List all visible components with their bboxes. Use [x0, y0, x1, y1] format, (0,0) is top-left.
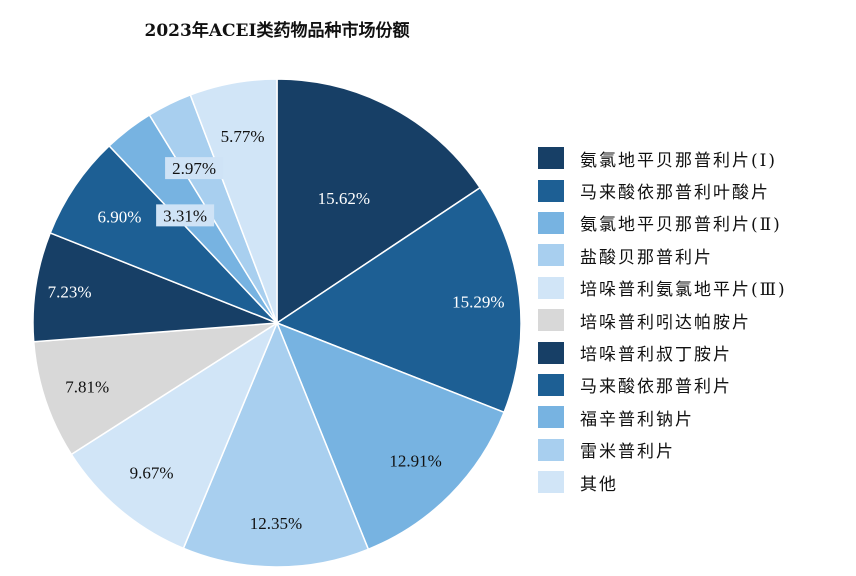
pie-slice-4	[182, 321, 370, 568]
legend-swatch-3	[538, 211, 564, 234]
legend-item-5: 培哚普利氨氯地平片(Ⅲ)	[538, 272, 838, 304]
legend-label-9: 福辛普利钠片	[580, 409, 694, 430]
legend-item-8: 马来酸依那普利片	[538, 369, 838, 401]
legend-label-2: 马来酸依那普利叶酸片	[580, 183, 770, 204]
pie-data-label-box-9	[156, 204, 215, 227]
pie-slice-8	[49, 144, 278, 324]
legend-swatch-8	[538, 373, 564, 396]
legend-label-11: 其他	[580, 474, 618, 495]
legend-swatch-5	[538, 276, 564, 299]
legend-swatch-2	[538, 179, 564, 202]
legend-label-4: 盐酸贝那普利片	[580, 247, 713, 268]
legend-label-8: 马来酸依那普利片	[580, 377, 732, 398]
legend-swatch-11	[538, 471, 564, 494]
legend-swatch-6	[538, 309, 564, 332]
pie-data-label-9: 3.31%	[163, 206, 207, 225]
pie-slice-2	[275, 186, 522, 414]
legend-label-1: 氨氯地平贝那普利片(Ⅰ)	[580, 150, 777, 171]
pie-data-label-2: 15.29%	[452, 292, 504, 311]
pie-data-label-1: 15.62%	[318, 189, 370, 208]
pie-slice-1	[276, 78, 482, 325]
legend-swatch-4	[538, 244, 564, 267]
legend-swatch-7	[538, 341, 564, 364]
legend: 氨氯地平贝那普利片(Ⅰ) 马来酸依那普利叶酸片 氨氯地平贝那普利片(Ⅱ) 盐酸贝那普利…	[538, 142, 838, 498]
pie-data-label-11: 5.77%	[221, 127, 265, 146]
legend-item-9: 福辛普利钠片	[538, 401, 838, 433]
legend-swatch-1	[538, 147, 564, 170]
pie-data-labels: 15.62% 15.29% 12.91% 12.35% 9.67% 7.81% 7.23% 6…	[48, 127, 505, 533]
chart-title: 2023年ACEI类药物品种市场份额	[144, 21, 410, 41]
legend-item-10: 雷米普利片	[538, 434, 838, 466]
legend-item-3: 氨氯地平贝那普利片(Ⅱ)	[538, 207, 838, 239]
pie-slice-11	[189, 78, 278, 324]
legend-label-10: 雷米普利片	[580, 442, 675, 463]
pie-data-label-4: 12.35%	[250, 514, 302, 533]
pie-slices	[32, 78, 522, 568]
pie-slice-6	[32, 322, 278, 456]
legend-item-7: 培哚普利叔丁胺片	[538, 336, 838, 368]
pie-slice-7	[32, 231, 278, 343]
pie-data-label-box-10	[165, 157, 224, 180]
legend-label-3: 氨氯地平贝那普利片(Ⅱ)	[580, 215, 782, 236]
legend-label-6: 培哚普利吲达帕胺片	[580, 312, 751, 333]
legend-label-5: 培哚普利氨氯地平片(Ⅲ)	[580, 280, 787, 301]
legend-label-7: 培哚普利叔丁胺片	[580, 345, 732, 366]
pie-data-label-5: 9.67%	[130, 464, 174, 483]
pie-data-label-3: 12.91%	[389, 451, 441, 470]
legend-item-2: 马来酸依那普利叶酸片	[538, 174, 838, 206]
legend-swatch-10	[538, 438, 564, 461]
legend-item-4: 盐酸贝那普利片	[538, 239, 838, 271]
pie-data-label-7: 7.23%	[48, 283, 92, 302]
pie-slice-5	[70, 321, 279, 550]
legend-item-1: 氨氯地平贝那普利片(Ⅰ)	[538, 142, 838, 174]
legend-swatch-9	[538, 406, 564, 429]
pie-data-label-8: 6.90%	[97, 207, 141, 226]
pie-slice-3	[275, 321, 506, 551]
pie-data-label-10: 2.97%	[172, 159, 216, 178]
legend-item-6: 培哚普利吲达帕胺片	[538, 304, 838, 336]
pie-data-label-6: 7.81%	[65, 377, 109, 396]
legend-item-11: 其他	[538, 466, 838, 498]
